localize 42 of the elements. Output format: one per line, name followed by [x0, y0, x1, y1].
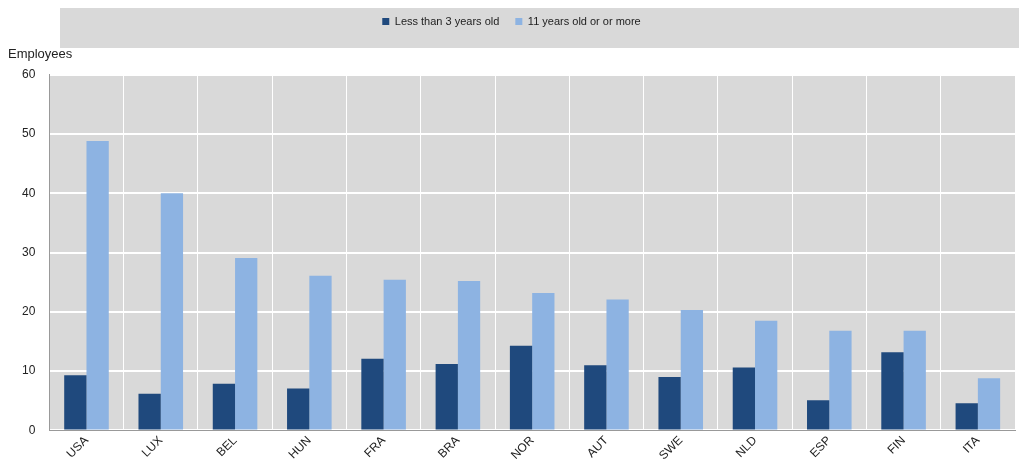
bar	[435, 364, 458, 430]
x-tick-label: USA	[63, 433, 91, 461]
y-tick-label: 60	[21, 66, 36, 81]
bar	[160, 193, 184, 430]
legend-label: Less than 3 years old	[394, 14, 500, 27]
y-tick-label: 40	[21, 185, 36, 200]
bar	[680, 310, 704, 430]
bar	[829, 330, 852, 430]
bar	[86, 141, 109, 430]
y-tick-label: 0	[28, 422, 36, 437]
y-axis-title: Employees	[8, 46, 73, 62]
bar	[212, 383, 236, 430]
x-tick-label: BEL	[213, 432, 240, 460]
bar	[509, 345, 533, 430]
y-tick-label: 20	[21, 304, 36, 319]
x-tick-label: FIN	[884, 433, 909, 457]
bar	[383, 279, 406, 430]
y-tick-label: 10	[21, 363, 36, 378]
bar	[361, 358, 384, 430]
bar	[457, 281, 481, 430]
bar	[955, 403, 978, 430]
bar	[64, 375, 87, 430]
bar	[584, 365, 607, 430]
bar	[287, 388, 310, 430]
bar	[903, 330, 926, 430]
x-tick-label: ITA	[959, 433, 983, 456]
y-tick-label: 50	[21, 126, 36, 141]
bar	[606, 299, 629, 430]
bar	[807, 400, 830, 430]
bar	[532, 292, 555, 430]
bar	[881, 352, 904, 430]
bar	[755, 320, 778, 430]
legend-label: 11 years old or or more	[527, 14, 641, 27]
x-tick-label: NLD	[732, 432, 760, 461]
y-tick-label: 30	[21, 244, 36, 259]
bar	[138, 393, 161, 430]
bar	[977, 378, 1001, 430]
bar	[732, 367, 756, 430]
x-tick-label: FRA	[361, 433, 389, 461]
bar	[658, 377, 681, 430]
bar	[235, 257, 258, 430]
bar	[309, 275, 332, 430]
